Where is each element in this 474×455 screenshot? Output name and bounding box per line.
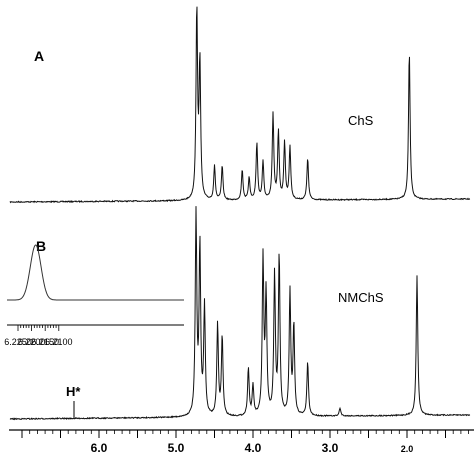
inset-tick-label: 6.2150 [31,337,59,347]
series-label-nmchs: NMChS [338,290,384,305]
panel-a: A ChS [9,6,471,204]
panel-b-label: B [36,238,46,254]
spectrum-line-nmchs [9,206,471,421]
inset-ticks [17,325,60,331]
main-tick-label: 4.0 [245,441,262,455]
panel-a-label: A [34,48,44,64]
inset-tick-label: 6.2200 [18,337,46,347]
spectrum-line-chs [9,6,471,204]
main-tick-label: 5.0 [168,441,185,455]
main-tick-labels: 6.0 5.0 4.0 3.0 2.0 [91,441,414,455]
main-tick-label: 3.0 [322,441,339,455]
spectrum-line-inset [7,244,184,301]
main-tick-label: 2.0 [401,444,414,454]
main-x-axis: 6.0 5.0 4.0 3.0 2.0 [9,429,474,455]
series-label-chs: ChS [348,113,374,128]
inset-tick-label: 6.2250 [4,337,32,347]
h-star-annotation: H* [66,384,81,399]
panel-nmchs: NMChS H* [9,206,471,421]
main-ticks [21,430,470,438]
inset-tick-label: 6.2100 [45,337,73,347]
main-tick-label: 6.0 [91,441,108,455]
